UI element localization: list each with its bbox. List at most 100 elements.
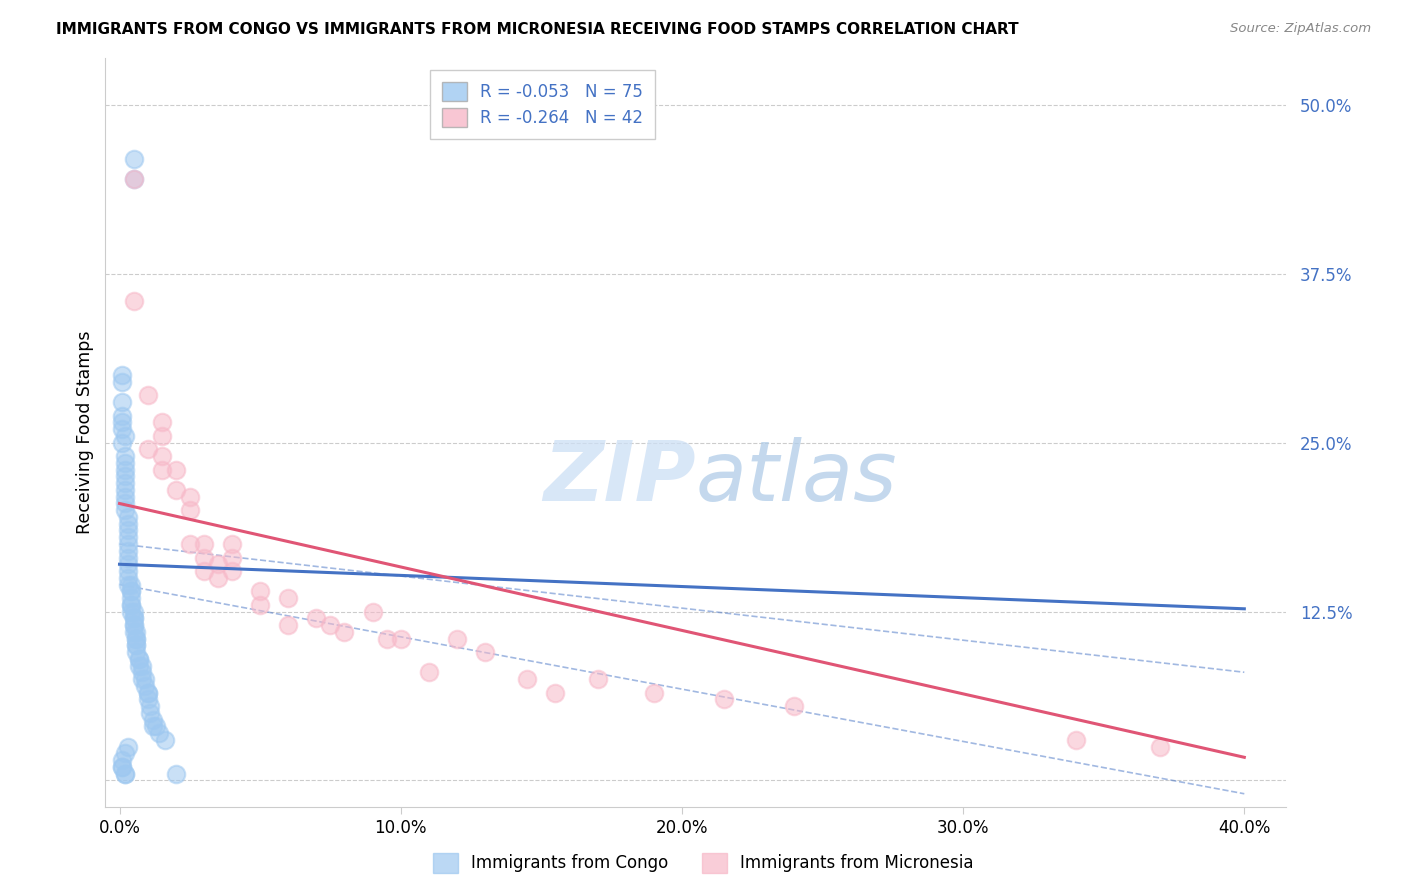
Point: [120, 577, 142, 591]
Point: [128, 658, 150, 673]
Point: [111, 760, 134, 774]
Point: [117, 558, 139, 572]
Point: [136, 442, 159, 457]
Point: [117, 510, 139, 524]
Point: [111, 375, 134, 389]
Point: [122, 605, 145, 619]
Point: [125, 645, 148, 659]
Point: [114, 766, 136, 780]
Point: [122, 153, 145, 167]
Point: [277, 618, 299, 632]
Point: [221, 550, 243, 565]
Point: [134, 679, 156, 693]
Point: [643, 685, 665, 699]
Point: [125, 632, 148, 646]
Text: IMMIGRANTS FROM CONGO VS IMMIGRANTS FROM MICRONESIA RECEIVING FOOD STAMPS CORREL: IMMIGRANTS FROM CONGO VS IMMIGRANTS FROM…: [56, 22, 1019, 37]
Text: atlas: atlas: [696, 437, 897, 518]
Point: [333, 624, 356, 639]
Point: [111, 760, 134, 774]
Point: [783, 698, 806, 713]
Point: [111, 753, 134, 767]
Point: [139, 698, 162, 713]
Point: [221, 537, 243, 551]
Legend: Immigrants from Congo, Immigrants from Micronesia: Immigrants from Congo, Immigrants from M…: [426, 847, 980, 880]
Point: [125, 638, 148, 652]
Point: [713, 692, 735, 706]
Point: [122, 624, 145, 639]
Point: [150, 463, 173, 477]
Point: [114, 496, 136, 510]
Point: [474, 645, 496, 659]
Point: [134, 672, 156, 686]
Point: [117, 516, 139, 531]
Point: [111, 435, 134, 450]
Point: [120, 598, 142, 612]
Point: [145, 719, 167, 733]
Point: [179, 490, 201, 504]
Point: [111, 368, 134, 383]
Point: [122, 611, 145, 625]
Point: [114, 483, 136, 497]
Point: [361, 605, 384, 619]
Point: [179, 537, 201, 551]
Point: [131, 672, 153, 686]
Point: [122, 293, 145, 308]
Point: [122, 618, 145, 632]
Point: [207, 558, 229, 572]
Point: [117, 571, 139, 585]
Point: [136, 685, 159, 699]
Point: [193, 550, 215, 565]
Point: [114, 469, 136, 483]
Point: [193, 537, 215, 551]
Point: [111, 416, 134, 430]
Point: [305, 611, 328, 625]
Text: Source: ZipAtlas.com: Source: ZipAtlas.com: [1230, 22, 1371, 36]
Point: [319, 618, 342, 632]
Point: [128, 652, 150, 666]
Point: [165, 463, 187, 477]
Point: [117, 537, 139, 551]
Point: [125, 638, 148, 652]
Point: [114, 476, 136, 491]
Point: [117, 577, 139, 591]
Point: [375, 632, 398, 646]
Point: [120, 605, 142, 619]
Point: [586, 672, 609, 686]
Point: [165, 483, 187, 497]
Point: [165, 766, 187, 780]
Point: [207, 571, 229, 585]
Point: [122, 172, 145, 186]
Point: [544, 685, 567, 699]
Point: [249, 584, 271, 599]
Point: [111, 395, 134, 409]
Point: [117, 524, 139, 538]
Point: [153, 732, 176, 747]
Point: [117, 543, 139, 558]
Point: [111, 409, 134, 423]
Point: [277, 591, 299, 605]
Point: [125, 632, 148, 646]
Point: [142, 719, 165, 733]
Point: [389, 632, 412, 646]
Y-axis label: Receiving Food Stamps: Receiving Food Stamps: [76, 331, 94, 534]
Point: [1064, 732, 1087, 747]
Legend: R = -0.053   N = 75, R = -0.264   N = 42: R = -0.053 N = 75, R = -0.264 N = 42: [430, 70, 655, 138]
Point: [114, 766, 136, 780]
Point: [111, 422, 134, 436]
Point: [117, 550, 139, 565]
Point: [136, 388, 159, 402]
Point: [125, 624, 148, 639]
Point: [136, 692, 159, 706]
Point: [120, 584, 142, 599]
Point: [446, 632, 468, 646]
Point: [117, 564, 139, 578]
Point: [221, 564, 243, 578]
Point: [136, 685, 159, 699]
Point: [150, 429, 173, 443]
Point: [516, 672, 538, 686]
Point: [179, 503, 201, 517]
Point: [148, 726, 170, 740]
Point: [120, 591, 142, 605]
Text: ZIP: ZIP: [543, 437, 696, 518]
Point: [114, 456, 136, 470]
